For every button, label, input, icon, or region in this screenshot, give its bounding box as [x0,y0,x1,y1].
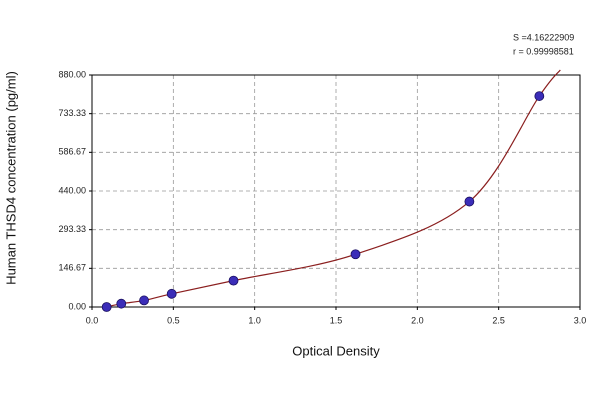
y-tick-label: 440.00 [58,185,86,195]
x-axis-title: Optical Density [292,343,380,358]
data-point [116,298,127,309]
annotation: r = 0.99998581 [513,46,574,56]
data-point [534,91,545,101]
data-point [350,249,361,260]
data-point [464,196,475,207]
x-tick-label: 2.5 [492,315,505,325]
y-tick-label: 733.33 [58,108,86,118]
y-tick-label: 586.67 [58,147,86,157]
annotation: S =4.16222909 [513,32,574,42]
x-tick-label: 1.5 [330,315,343,325]
x-tick-label: 2.0 [411,315,424,325]
y-tick-label: 880.00 [58,69,86,79]
y-tick-label: 146.67 [58,263,86,273]
x-tick-label: 0.5 [167,315,180,325]
x-tick-label: 3.0 [574,315,587,325]
y-tick-label: 293.33 [58,224,86,234]
x-tick-label: 0.0 [86,315,99,325]
plot-border [91,74,581,308]
y-axis-title: Human THSD4 concentration (pg/ml) [3,71,18,285]
data-point [166,288,177,299]
data-point [228,275,239,286]
y-tick-label: 0.00 [68,301,86,311]
data-point [139,295,149,306]
data-point [101,302,112,312]
x-tick-label: 1.0 [248,315,261,325]
fit-curve [106,69,561,307]
